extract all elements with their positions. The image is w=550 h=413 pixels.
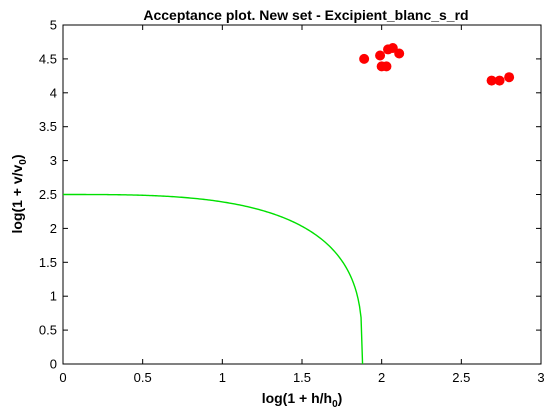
y-tick-label: 4.5 <box>39 51 57 66</box>
y-axis-label: log(1 + v/v0) <box>9 154 29 233</box>
y-tick-label: 3.5 <box>39 119 57 134</box>
acceptance-boundary-curve <box>63 193 364 365</box>
data-point <box>359 53 370 64</box>
y-tick-label: 2.5 <box>39 187 57 202</box>
data-point <box>494 75 505 86</box>
y-axis-label-end: ) <box>9 154 25 159</box>
y-tick-label: 1 <box>50 289 57 304</box>
data-point <box>504 72 515 83</box>
data-point <box>381 61 392 72</box>
x-tick-label: 1 <box>219 370 226 385</box>
x-tick-label: 1.5 <box>293 370 311 385</box>
data-point <box>375 50 386 61</box>
x-axis-label-sub: 0 <box>332 399 338 410</box>
chart-title: Acceptance plot. New set - Excipient_bla… <box>143 7 468 23</box>
y-tick-label: 5 <box>50 18 57 33</box>
y-axis-label-sub: 0 <box>18 159 29 165</box>
y-tick-label: 0.5 <box>39 323 57 338</box>
x-tick-label: 0.5 <box>134 370 152 385</box>
y-axis: 0 0.5 1 1.5 2 2.5 3 3.5 4 4.5 5 <box>39 18 541 372</box>
data-point <box>486 75 497 86</box>
x-axis: 0 0.5 1 1.5 2 2.5 3 <box>59 25 545 385</box>
y-tick-label: 4 <box>50 85 57 100</box>
x-tick-label: 0 <box>59 370 66 385</box>
data-point <box>394 48 405 59</box>
plot-area <box>62 24 542 365</box>
data-points <box>359 43 515 86</box>
y-axis-label-main: log(1 + v/v <box>9 164 25 233</box>
x-tick-label: 2 <box>378 370 385 385</box>
x-axis-label-main: log(1 + h/h <box>262 390 332 406</box>
y-tick-label: 2 <box>50 221 57 236</box>
x-axis-label: log(1 + h/h0) <box>262 390 343 410</box>
x-tick-label: 3 <box>537 370 544 385</box>
x-tick-label: 2.5 <box>452 370 470 385</box>
x-axis-label-end: ) <box>338 390 343 406</box>
y-tick-label: 0 <box>50 357 57 372</box>
y-tick-label: 1.5 <box>39 255 57 270</box>
y-tick-label: 3 <box>50 153 57 168</box>
